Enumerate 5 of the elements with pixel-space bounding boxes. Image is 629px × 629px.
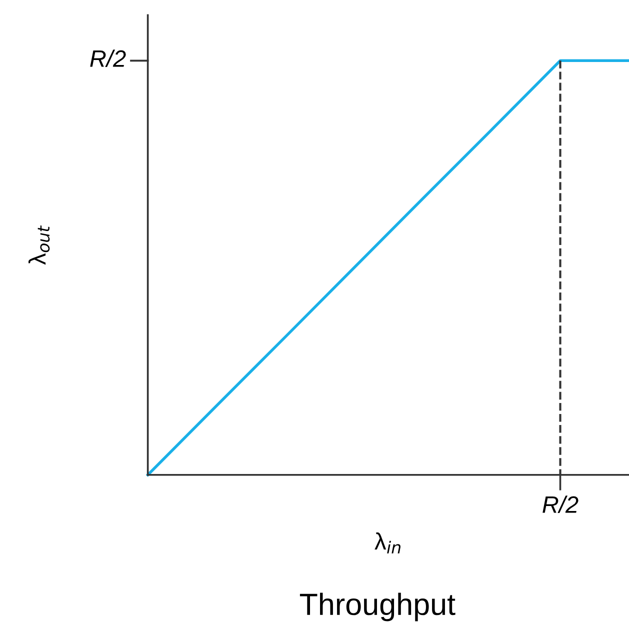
text: R/2 [90, 50, 126, 67]
text: Throughput [300, 592, 456, 622]
x-axis-title: λ$_{in}$ [374, 532, 400, 554]
text: R/2 [542, 496, 578, 513]
y-axis-title: λ$_{out}$ [28, 225, 50, 265]
